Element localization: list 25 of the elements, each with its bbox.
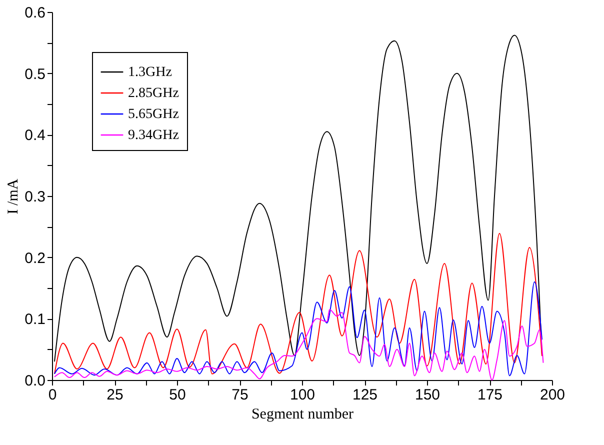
y-tick-label: 0.3	[24, 188, 46, 206]
x-tick-label: 0	[48, 386, 57, 404]
y-tick-label: 0.6	[24, 4, 46, 22]
legend-label: 9.34GHz	[128, 128, 179, 143]
legend-label: 5.65GHz	[128, 107, 179, 122]
legend-label: 1.3GHz	[128, 65, 172, 80]
x-tick-label: 100	[290, 386, 316, 404]
y-tick-label: 0.5	[24, 66, 46, 83]
line-series	[54, 281, 542, 376]
line-series	[54, 308, 544, 380]
x-tick-label: 150	[414, 386, 440, 404]
x-tick-label: 75	[232, 386, 248, 404]
y-tick-label: 0.0	[24, 372, 46, 390]
x-axis-title: Segment number	[251, 406, 354, 422]
x-tick-label: 25	[106, 386, 124, 404]
y-tick-label: 0.2	[24, 250, 46, 267]
y-tick-label: 0.1	[24, 311, 46, 328]
y-axis-title: I /mA	[6, 178, 22, 214]
line-series	[54, 232, 542, 374]
y-tick-label: 0.4	[24, 127, 46, 144]
x-tick-label: 175	[477, 386, 503, 404]
x-tick-label: 200	[540, 386, 566, 404]
x-tick-label: 125	[352, 386, 378, 404]
legend-label: 2.85GHz	[128, 86, 179, 101]
x-tick-label: 50	[169, 386, 186, 404]
